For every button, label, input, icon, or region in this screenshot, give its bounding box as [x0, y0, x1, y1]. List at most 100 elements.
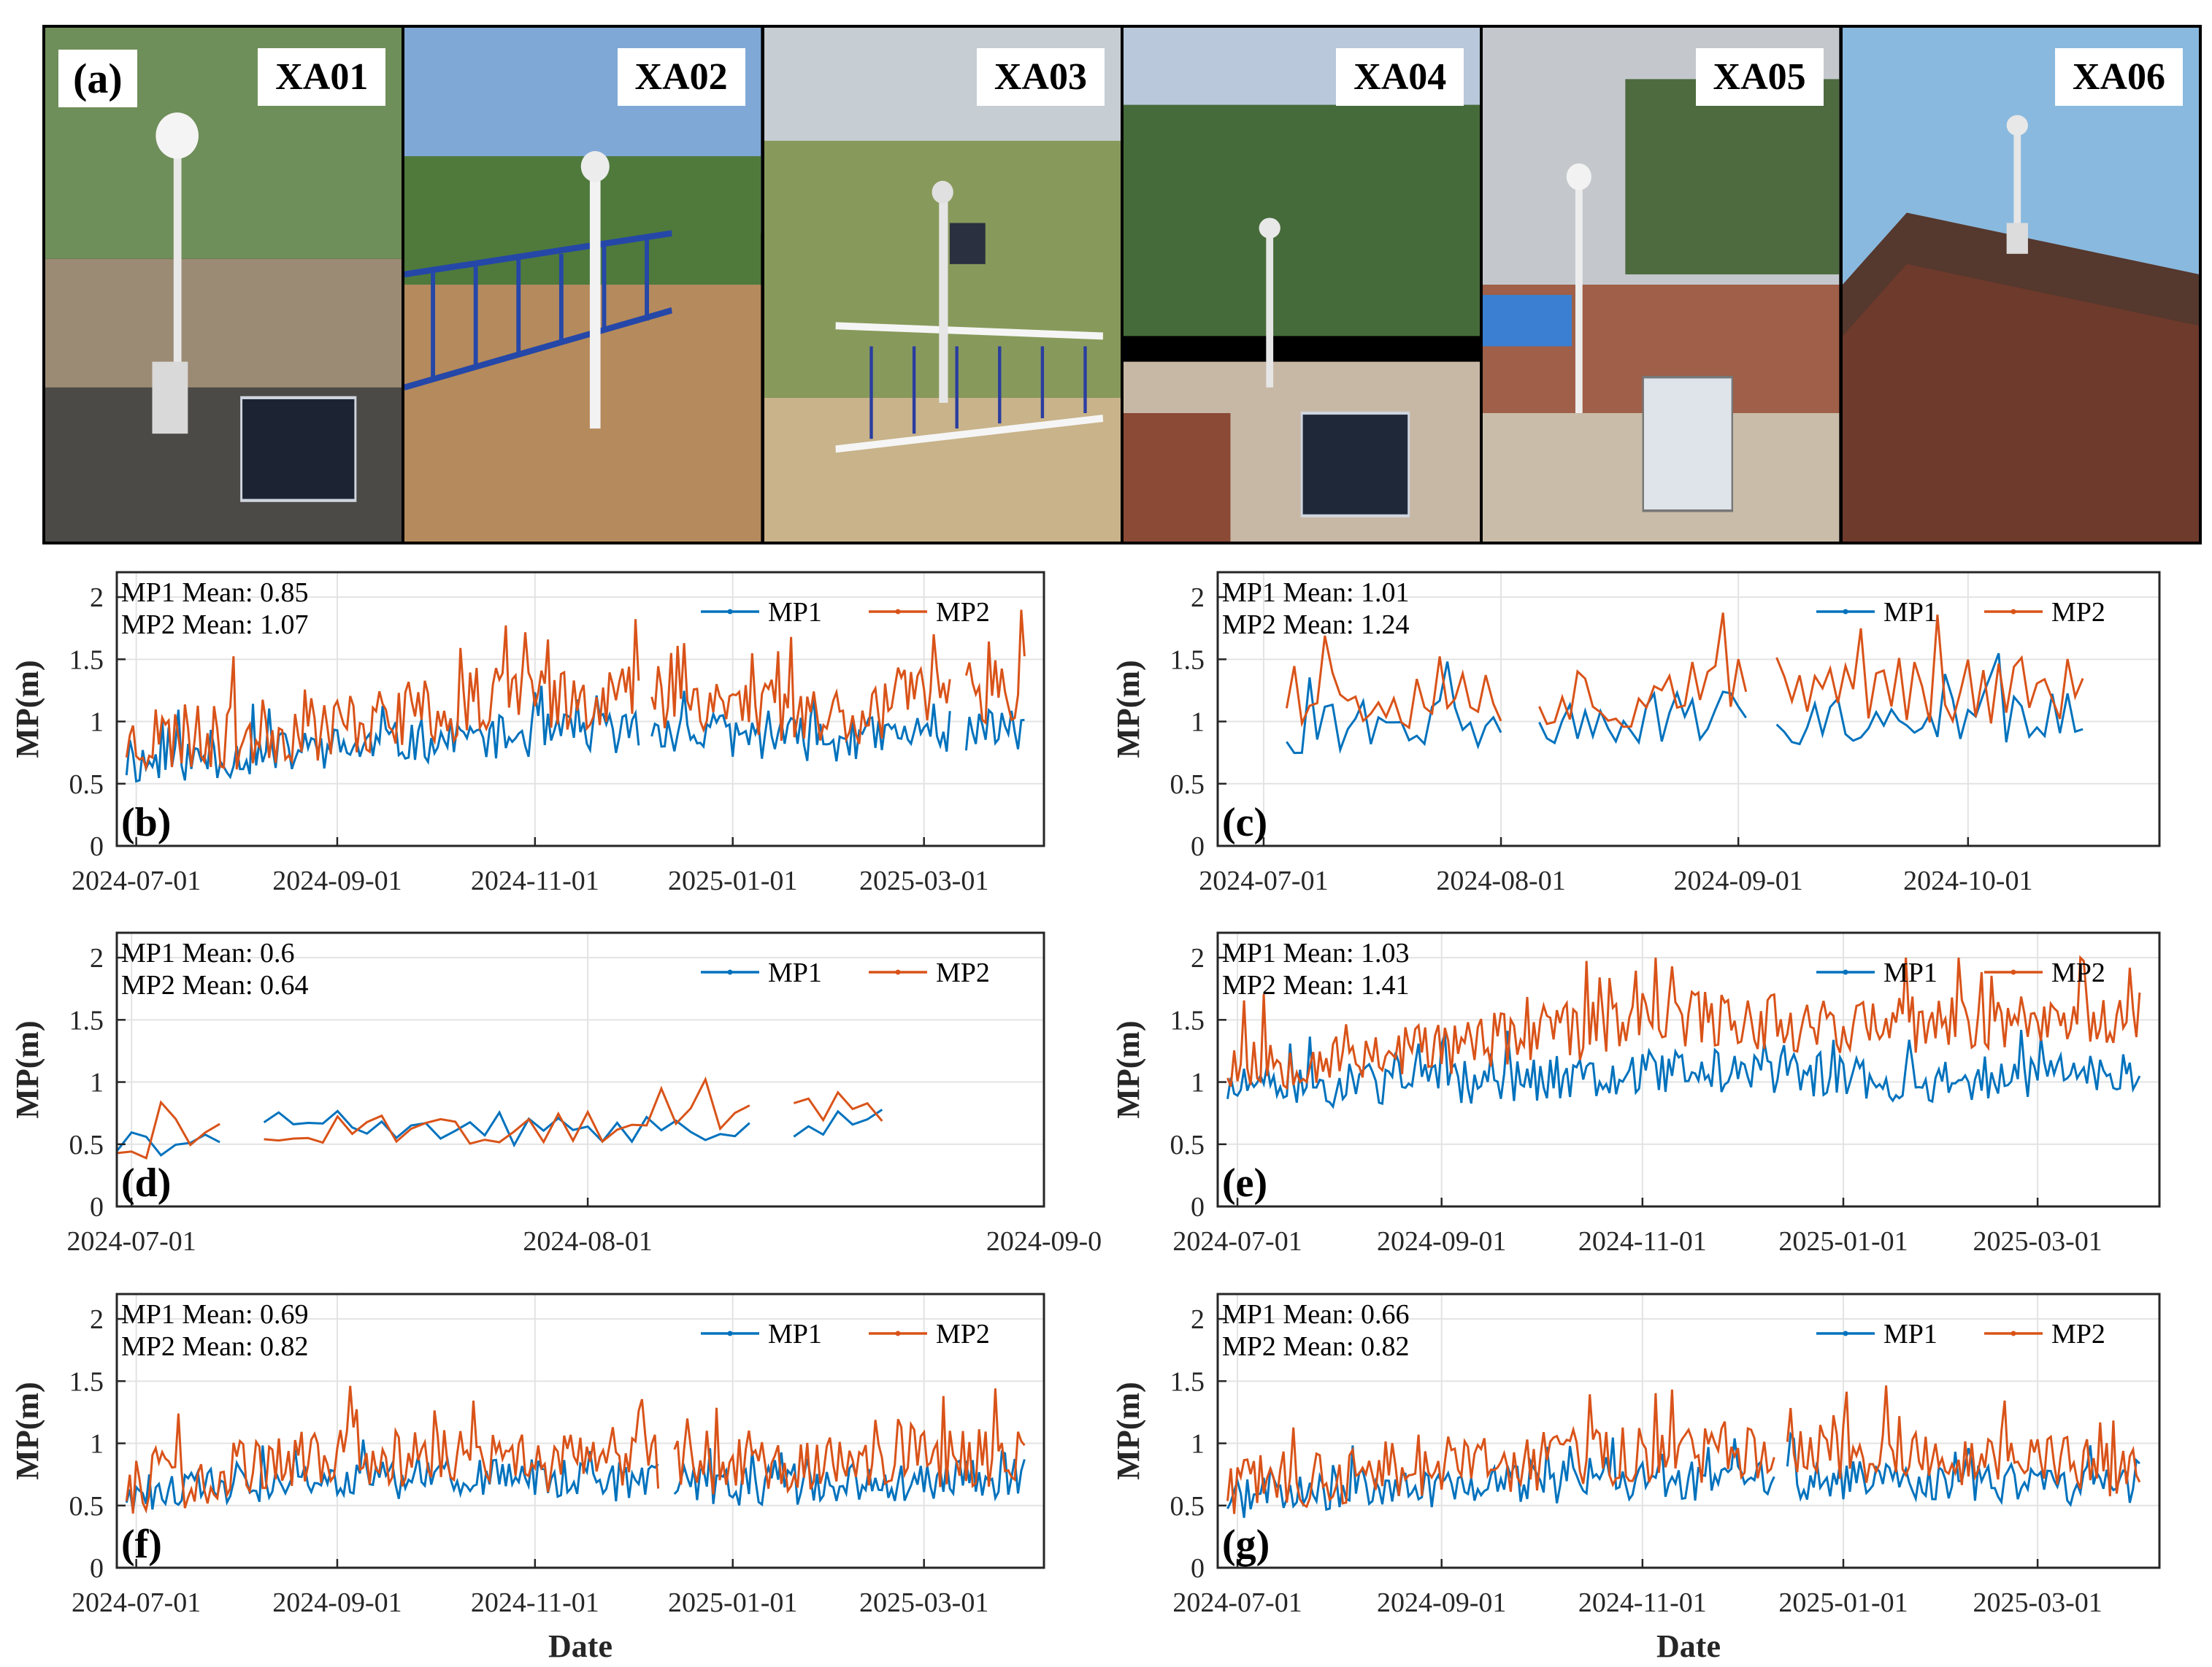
y-tick-label: 0: [1191, 1192, 1205, 1223]
y-tick-label: 1: [90, 1429, 104, 1460]
site-photo-5: XA05: [1483, 28, 1840, 542]
series-line-mp1: [650, 690, 951, 762]
x-tick-label: 2024-07-01: [1199, 866, 1328, 896]
axes-frame: [1216, 1293, 2161, 1569]
site-label-XA06: XA06: [2054, 48, 2183, 106]
y-axis-label: MP(m): [1110, 1382, 1146, 1479]
axes-frame: [1216, 931, 2161, 1208]
series-line-mp2: [1538, 612, 1748, 728]
panel-label: (f): [121, 1522, 162, 1567]
site-label-XA04: XA04: [1336, 48, 1464, 106]
y-tick-label: 1.5: [69, 1366, 104, 1397]
series-line-mp2: [125, 1385, 660, 1514]
chart-panel-c: 0 0.5 1 1.5 2 2024-07-01 2024-08-01 2024-09-01 2…: [1110, 571, 2161, 896]
panel-label: (g): [1222, 1522, 1270, 1567]
y-tick-label: 1: [90, 1068, 104, 1098]
chart-panel-e: 0 0.5 1 1.5 2 2024-07-01 2024-09-01 2024-11-01 2…: [1110, 931, 2161, 1257]
x-tick-label: 2024-07-01: [1172, 1226, 1302, 1257]
legend-label-mp2: MP2: [936, 597, 990, 628]
legend-marker-mp1: [1843, 969, 1848, 975]
y-tick-label: 0: [1191, 831, 1205, 862]
chart-panel-g: 0 0.5 1 1.5 2 2024-07-01 2024-09-01 2024-11-01 2…: [1110, 1293, 2161, 1664]
y-axis-label: MP(m): [9, 660, 45, 758]
y-tick-label: 0: [90, 831, 104, 862]
y-tick-label: 2: [90, 1304, 104, 1335]
y-tick-label: 0.5: [1170, 1491, 1205, 1522]
mp1-mean-annotation: MP1 Mean: 0.85: [121, 577, 309, 608]
y-tick-label: 0: [90, 1192, 104, 1223]
legend-marker-mp2: [2011, 969, 2016, 975]
x-tick-label: 2024-08-01: [523, 1226, 652, 1257]
site-photo-1: (a) XA01: [45, 28, 402, 542]
panel-label: (e): [1222, 1160, 1267, 1206]
y-axis-label: MP(m): [1110, 660, 1146, 758]
x-tick-label: 2024-07-01: [67, 1226, 196, 1257]
x-tick-label: 2024-11-01: [471, 866, 599, 896]
x-tick-label: 2025-01-01: [668, 1587, 797, 1618]
legend-marker-mp1: [727, 609, 733, 615]
series-line-mp2: [1226, 1389, 1775, 1514]
legend-marker-mp2: [2011, 609, 2016, 615]
x-tick-label: 2025-01-01: [1778, 1587, 1908, 1618]
x-tick-label: 2024-10-01: [1903, 866, 2032, 896]
series-line-mp2: [673, 1388, 1026, 1495]
y-tick-label: 0.5: [69, 1130, 104, 1160]
legend-label-mp2: MP2: [936, 958, 990, 988]
series-line-mp1: [964, 707, 1025, 751]
mp2-mean-annotation: MP2 Mean: 1.24: [1222, 609, 1410, 640]
x-axis-label: Date: [1656, 1628, 1721, 1664]
x-tick-label: 2024-08-01: [1436, 866, 1565, 896]
site-label-XA05: XA05: [1695, 48, 1824, 106]
mp1-mean-annotation: MP1 Mean: 0.6: [121, 938, 295, 969]
site-label-XA02: XA02: [617, 48, 745, 106]
legend-marker-mp1: [1843, 609, 1848, 615]
mp1-mean-annotation: MP1 Mean: 1.01: [1222, 577, 1410, 608]
mp2-mean-annotation: MP2 Mean: 1.41: [1222, 970, 1410, 1001]
panel-label: (b): [121, 800, 171, 845]
mp2-mean-annotation: MP2 Mean: 1.07: [121, 609, 309, 640]
axes-frame: [115, 1293, 1045, 1569]
series-line-mp2: [125, 619, 640, 772]
y-tick-label: 1: [1191, 707, 1205, 738]
x-tick-label: 2024-09-01: [272, 1587, 402, 1618]
y-tick-label: 2: [1191, 943, 1205, 974]
panel-label: (d): [121, 1160, 171, 1206]
series-line-mp2: [264, 1076, 750, 1145]
legend-marker-mp1: [727, 969, 733, 975]
panel-label: (c): [1222, 800, 1267, 845]
series-line-mp2: [650, 634, 951, 744]
series-line-mp1: [1286, 661, 1502, 755]
x-axis-label: Date: [548, 1628, 612, 1664]
y-tick-label: 2: [1191, 582, 1205, 613]
axes-frame: [115, 571, 1045, 847]
x-tick-label: 2024-11-01: [1578, 1587, 1707, 1618]
y-tick-label: 0.5: [69, 1491, 104, 1522]
legend-label-mp1: MP1: [768, 1319, 822, 1350]
site-photo-3: XA03: [764, 28, 1121, 542]
y-tick-label: 1.5: [69, 644, 104, 675]
series-line-mp1: [1775, 652, 2084, 746]
x-tick-label: 2024-09-01: [1674, 866, 1803, 896]
legend-marker-mp2: [895, 969, 901, 975]
y-tick-label: 1: [90, 707, 104, 738]
x-tick-label: 2024-07-01: [72, 1587, 201, 1618]
site-photo-strip: (a) XA01 XA02 XA03: [42, 25, 2202, 544]
y-tick-label: 1.5: [69, 1005, 104, 1036]
chart-panel-f: 0 0.5 1 1.5 2 2024-07-01 2024-09-01 2024-11-01 2…: [9, 1293, 1045, 1664]
series-line-mp1: [263, 1109, 750, 1148]
legend-label-mp2: MP2: [936, 1319, 990, 1350]
mp2-mean-annotation: MP2 Mean: 0.82: [121, 1331, 309, 1362]
x-tick-label: 2025-01-01: [1778, 1226, 1908, 1257]
x-tick-label: 2024-07-01: [72, 866, 201, 896]
y-tick-label: 0: [1191, 1553, 1205, 1584]
legend-marker-mp1: [727, 1331, 733, 1336]
legend-label-mp2: MP2: [2051, 1319, 2105, 1350]
y-tick-label: 2: [1191, 1304, 1205, 1335]
mp1-mean-annotation: MP1 Mean: 1.03: [1222, 938, 1410, 969]
series-line-mp2: [1786, 1385, 2141, 1497]
y-tick-label: 0: [90, 1553, 104, 1584]
legend-label-mp1: MP1: [768, 958, 822, 988]
y-tick-label: 0.5: [1170, 1130, 1205, 1160]
legend-marker-mp2: [895, 609, 901, 615]
site-label-XA03: XA03: [976, 48, 1105, 106]
